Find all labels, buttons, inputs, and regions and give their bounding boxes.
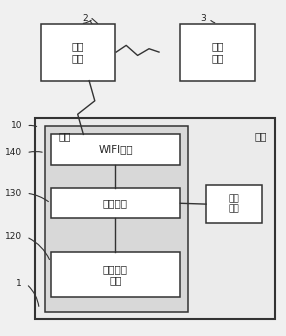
Bar: [180, 24, 255, 81]
Text: 1: 1: [16, 280, 22, 288]
Bar: [41, 24, 115, 81]
Bar: [45, 126, 188, 312]
Bar: [51, 188, 180, 218]
Text: 120: 120: [5, 233, 22, 241]
Text: 控制电路: 控制电路: [103, 198, 128, 208]
Text: 状态检测
电路: 状态检测 电路: [103, 264, 128, 286]
Text: 盒子: 盒子: [59, 131, 71, 141]
Text: WIFI模块: WIFI模块: [98, 144, 133, 155]
Text: 130: 130: [5, 189, 22, 198]
Bar: [51, 134, 180, 165]
Text: 服务
器端: 服务 器端: [72, 41, 84, 63]
Text: 冰筱: 冰筱: [254, 131, 267, 141]
Text: 2: 2: [82, 14, 88, 23]
Bar: [51, 252, 180, 297]
Bar: [35, 118, 275, 319]
Text: 10: 10: [11, 122, 22, 130]
Text: 冰筱
主板: 冰筱 主板: [229, 195, 239, 214]
Text: 3: 3: [200, 14, 206, 23]
Bar: [206, 185, 262, 223]
Text: 移动
终端: 移动 终端: [211, 41, 224, 63]
Text: 140: 140: [5, 149, 22, 157]
